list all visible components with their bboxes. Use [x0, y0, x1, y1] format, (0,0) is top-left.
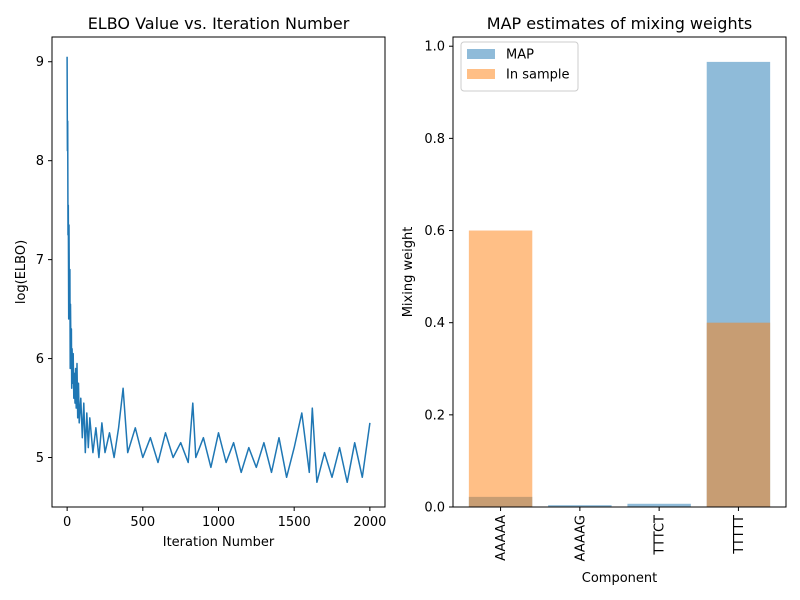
weights-xticks: AAAAA AAAAG TTTCT TTTTT — [494, 507, 747, 562]
elbo-xticks: 0 500 1000 1500 2000 — [63, 507, 386, 530]
weights-chart: MAP estimates of mixing weights 0.00.20.… — [401, 14, 787, 586]
bar-map-AAAAG — [548, 505, 612, 507]
elbo-yticks: 5 6 7 8 9 — [36, 55, 52, 466]
weights-ytick-label: 1.0 — [424, 40, 445, 55]
weights-y-axis-label: Mixing weight — [401, 227, 416, 318]
weights-ytick-label: 0.4 — [424, 316, 445, 331]
bar-in-sample-AAAAA — [468, 230, 533, 507]
elbo-plot-frame — [51, 36, 386, 508]
weights-xtick-label: AAAAA — [494, 515, 509, 561]
elbo-ytick-label: 5 — [36, 451, 44, 466]
legend: MAP In sample — [460, 41, 579, 92]
elbo-chart: ELBO Value vs. Iteration Number 5 6 7 8 9 0 5… — [14, 14, 386, 550]
elbo-ytick-label: 8 — [36, 154, 44, 169]
weights-xtick-label: TTTTT — [732, 515, 747, 555]
elbo-line — [66, 56, 371, 484]
weights-ytick-label: 0.2 — [424, 408, 445, 423]
legend-label: MAP — [506, 48, 534, 63]
weights-ytick-label: 0.0 — [424, 501, 445, 516]
weights-chart-title: MAP estimates of mixing weights — [487, 14, 752, 33]
elbo-ytick-label: 6 — [36, 352, 44, 367]
elbo-xtick-label: 1000 — [202, 515, 235, 530]
elbo-xtick-label: 0 — [63, 515, 71, 530]
elbo-ytick-label: 9 — [36, 55, 44, 70]
elbo-y-axis-label: log(ELBO) — [14, 240, 29, 304]
elbo-series — [66, 56, 371, 484]
weights-xtick-label: TTTCT — [653, 515, 668, 556]
elbo-ytick-label: 7 — [36, 253, 44, 268]
weights-x-axis-label: Component — [582, 571, 657, 586]
legend-swatch — [467, 69, 495, 79]
weights-ytick-label: 0.6 — [424, 224, 445, 239]
legend-swatch — [467, 49, 495, 59]
weights-xtick-label: AAAAG — [573, 515, 588, 562]
bar-in-sample-TTTTT — [706, 322, 771, 507]
weights-plot-frame — [452, 36, 787, 508]
weights-yticks: 0.0 0.2 0.4 0.6 0.8 1.0 — [424, 40, 453, 516]
elbo-xtick-label: 2000 — [353, 515, 386, 530]
bar-map-TTTCT — [627, 503, 691, 507]
elbo-x-axis-label: Iteration Number — [163, 535, 275, 550]
legend-label: In sample — [506, 68, 569, 83]
weights-ytick-label: 0.8 — [424, 132, 445, 147]
elbo-xtick-label: 500 — [130, 515, 155, 530]
elbo-xtick-label: 1500 — [278, 515, 311, 530]
elbo-chart-title: ELBO Value vs. Iteration Number — [88, 14, 350, 33]
weights-bars — [468, 61, 771, 507]
